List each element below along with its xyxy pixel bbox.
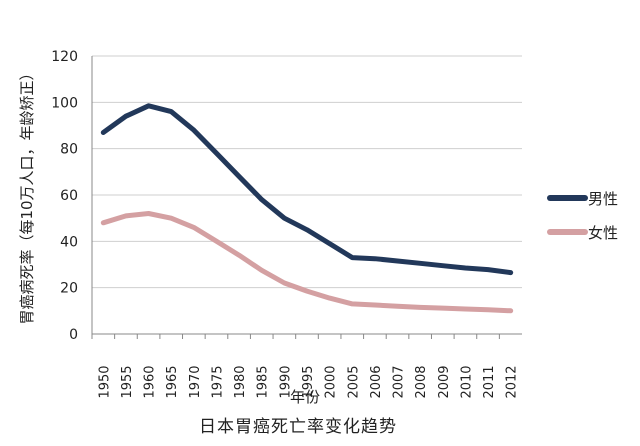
y-tick-label: 120 [51,49,78,65]
y-axis-ticks: 0 20 40 60 80 100 120 [51,49,78,343]
x-tick-label: 2012 [505,365,520,398]
x-tick-label: 1960 [143,365,158,398]
y-tick-label: 80 [60,142,78,158]
series-lines [100,103,514,314]
x-tick-label: 2006 [369,365,384,398]
y-axis-title: 胃癌病死率（每10万人口，年龄矫正） [18,65,36,324]
y-tick-label: 100 [51,95,78,111]
x-tick-label: 1990 [278,365,293,398]
x-axis-title: 年份 [290,388,320,406]
x-tick-label: 1985 [256,365,271,398]
legend-label-0: 男性 [588,190,618,208]
legend-label-1: 女性 [588,224,618,242]
x-tick-label: 2008 [414,365,429,398]
gridlines [91,55,522,335]
chart-title: 日本胃癌死亡率变化趋势 [199,417,397,437]
x-tick-label: 1970 [188,365,203,398]
y-tick-label: 20 [60,281,78,297]
series-line-0 [100,103,514,276]
x-tick-label: 2011 [482,365,497,398]
x-tick-label: 2010 [459,365,474,398]
x-tick-label: 1980 [233,365,248,398]
x-axis-ticks: 1950 1955 1960 1965 1970 1975 1980 1985 1990 1995… [91,334,520,399]
x-tick-label: 2005 [346,365,361,398]
x-tick-label: 2007 [392,365,407,398]
x-tick-label: 1955 [120,365,135,398]
x-tick-label: 1965 [165,365,180,398]
y-tick-label: 40 [60,234,78,250]
series-line-1 [100,211,514,314]
x-tick-label: 1995 [301,365,316,398]
y-tick-label: 0 [69,327,78,343]
y-tick-label: 60 [60,188,78,204]
x-tick-label: 1950 [97,365,112,398]
x-tick-label: 2009 [437,365,452,398]
x-tick-label: 2000 [324,365,339,398]
x-tick-label: 1975 [210,365,225,398]
